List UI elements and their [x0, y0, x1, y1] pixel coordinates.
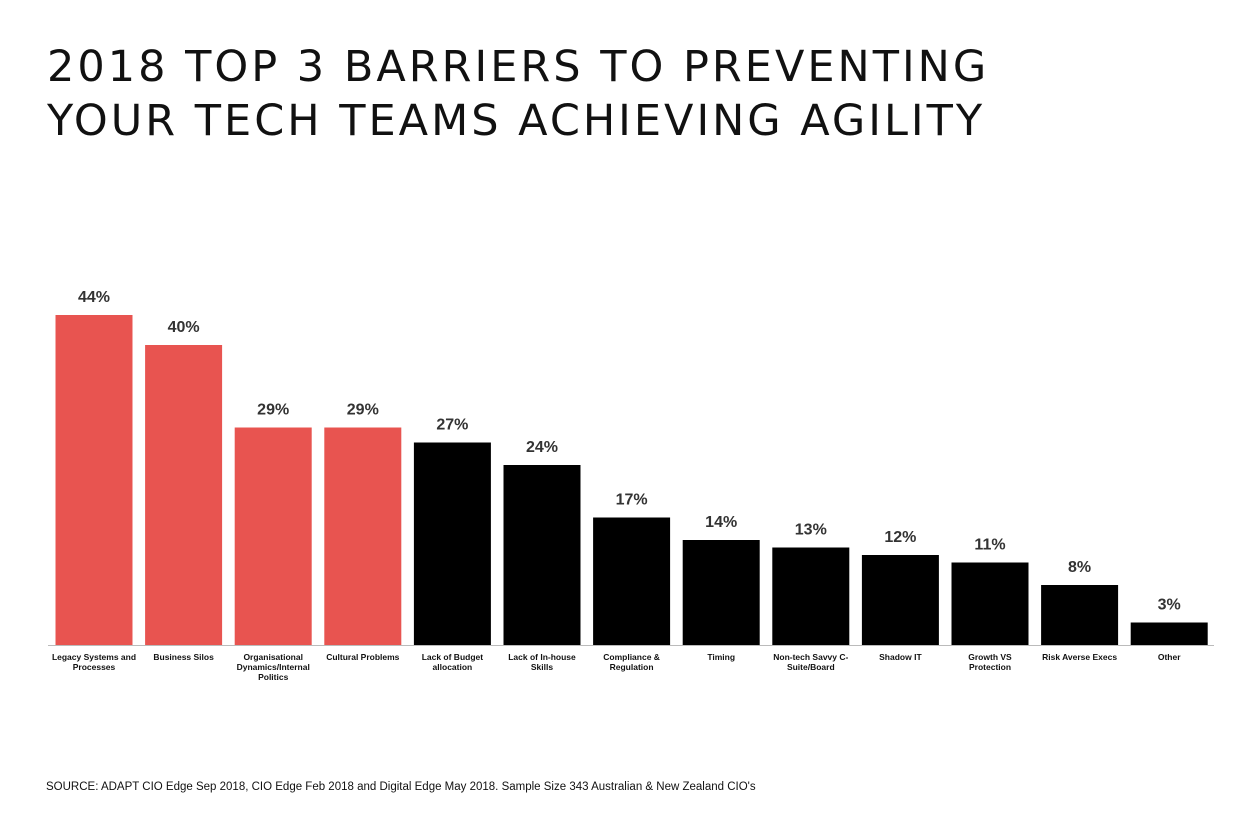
data-label: 29%: [347, 402, 379, 419]
category-label-line: Other: [1158, 652, 1181, 662]
category-label-line: Business Silos: [153, 652, 214, 662]
bar: [951, 562, 1029, 645]
bar: [413, 442, 491, 645]
chart-title-line-2: YOUR TECH TEAMS ACHIEVING AGILITY: [47, 96, 986, 146]
bar: [145, 345, 223, 645]
category-label-line: Processes: [73, 662, 116, 672]
category-label-line: Organisational: [243, 652, 303, 662]
chart-title-line-1: 2018 TOP 3 BARRIERS TO PREVENTING: [47, 42, 990, 92]
category-label-line: Lack of Budget: [422, 652, 484, 662]
category-label-line: Lack of In-house: [508, 652, 576, 662]
category-label: Compliance & Regulation: [603, 652, 660, 672]
bar: [772, 547, 850, 645]
category-label: Timing: [707, 652, 735, 662]
category-label: Business Silos: [153, 652, 214, 662]
data-label: 29%: [257, 402, 289, 419]
bar: [55, 315, 133, 645]
category-label-line: Suite/Board: [787, 662, 835, 672]
category-label-line: Regulation: [610, 662, 654, 672]
category-label-line: Protection: [969, 662, 1011, 672]
bar: [861, 555, 939, 645]
category-label-line: Growth VS: [968, 652, 1012, 662]
category-label-line: Cultural Problems: [326, 652, 399, 662]
data-label: 12%: [884, 529, 916, 546]
category-label-line: Dynamics/Internal: [237, 662, 310, 672]
category-label: Growth VS Protection: [968, 652, 1012, 672]
bar: [593, 517, 671, 645]
data-label: 40%: [168, 319, 200, 336]
bar: [682, 540, 760, 645]
category-label: Lack of In-house Skills: [508, 652, 576, 672]
category-label-line: Timing: [707, 652, 735, 662]
category-label: Non-tech Savvy C-Suite/Board: [773, 652, 848, 672]
data-label: 14%: [705, 514, 737, 531]
data-label: 24%: [526, 439, 558, 456]
category-label-line: Risk Averse Execs: [1042, 652, 1117, 662]
data-label: 17%: [616, 492, 648, 509]
data-label: 44%: [78, 289, 110, 306]
bar: [234, 427, 312, 645]
data-label: 11%: [974, 537, 1005, 554]
category-label-line: Legacy Systems and: [52, 652, 136, 662]
bar: [1041, 585, 1119, 645]
category-label: Shadow IT: [879, 652, 922, 662]
bar: [324, 427, 402, 645]
category-label-line: Shadow IT: [879, 652, 922, 662]
data-label: 3%: [1158, 597, 1181, 614]
category-label: Lack of Budget allocation: [422, 652, 484, 672]
category-label: Organisational Dynamics/Internal Politics: [237, 652, 310, 682]
category-label: Legacy Systems and Processes: [52, 652, 136, 672]
category-label-line: Politics: [258, 672, 289, 682]
source-note: SOURCE: ADAPT CIO Edge Sep 2018, CIO Edg…: [46, 781, 756, 793]
category-label: Other: [1158, 652, 1181, 662]
data-label: 8%: [1068, 559, 1091, 576]
category-label: Risk Averse Execs: [1042, 652, 1117, 662]
chart-title: 2018 TOP 3 BARRIERS TO PREVENTING YOUR T…: [47, 40, 1197, 148]
data-label: 13%: [795, 522, 827, 539]
category-label-line: allocation: [433, 662, 473, 672]
bar: [503, 465, 581, 645]
data-label: 27%: [436, 417, 468, 434]
category-label-line: Compliance &: [603, 652, 660, 662]
category-label-line: Skills: [531, 662, 553, 672]
bar: [1130, 622, 1208, 645]
category-label-line: Non-tech Savvy C-: [773, 652, 848, 662]
category-label: Cultural Problems: [326, 652, 399, 662]
